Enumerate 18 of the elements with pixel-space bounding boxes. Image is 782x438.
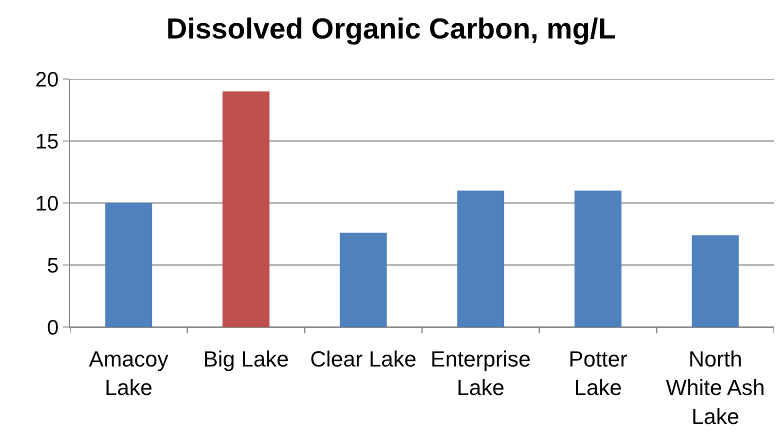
x-tick-label: North White Ash Lake [666, 346, 765, 429]
bar [105, 203, 152, 327]
y-tick-label: 0 [46, 316, 59, 340]
bar [574, 190, 622, 327]
bar [457, 190, 504, 327]
y-tick-label: 5 [46, 254, 59, 278]
bar [222, 91, 270, 327]
chart-title: Dissolved Organic Carbon, mg/L [166, 14, 616, 46]
y-tick-label: 20 [35, 68, 59, 92]
x-tick-label: Big Lake [203, 346, 289, 372]
bar [692, 235, 739, 327]
x-tick-label: Amacoy Lake [88, 346, 168, 400]
x-tick-label: Clear Lake [310, 346, 417, 372]
x-tick-label: Potter Lake [568, 346, 628, 400]
y-tick-label: 10 [35, 192, 59, 216]
x-tick-label: Enterprise Lake [430, 346, 531, 400]
y-tick-label: 15 [35, 130, 59, 154]
bar [340, 232, 387, 327]
